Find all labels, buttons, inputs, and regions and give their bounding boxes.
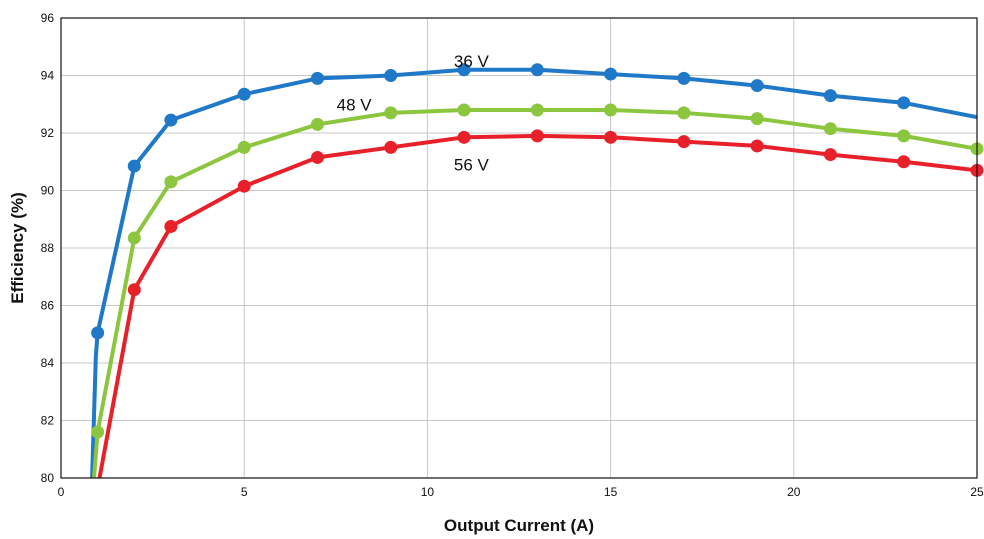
- data-point-48v: [530, 103, 544, 117]
- y-tick-label: 80: [41, 471, 55, 485]
- data-point-48v: [237, 140, 251, 154]
- y-tick-label: 86: [41, 299, 55, 313]
- series-label: 56 V: [454, 156, 490, 175]
- data-point-36v: [237, 87, 251, 101]
- data-point-36v: [310, 71, 324, 85]
- x-tick-label: 15: [604, 485, 618, 499]
- y-tick-label: 96: [41, 11, 55, 25]
- x-tick-label: 25: [970, 485, 984, 499]
- series-labels: 36 V 48 V 56 V: [337, 52, 490, 175]
- y-tick-label: 94: [41, 69, 55, 83]
- y-axis-title: Efficiency (%): [8, 192, 27, 303]
- data-point-48v: [604, 103, 618, 117]
- x-tick-label: 0: [58, 485, 65, 499]
- series-line-56v: [97, 133, 977, 478]
- data-point-56v: [897, 155, 911, 169]
- grid-lines: [60, 17, 978, 479]
- y-tick-label: 82: [41, 414, 55, 428]
- data-point-36v: [823, 89, 837, 103]
- data-point-56v: [750, 139, 764, 153]
- data-point-48v: [384, 106, 398, 120]
- x-tick-label: 20: [787, 485, 801, 499]
- series-line-48v: [92, 108, 977, 478]
- series-48v: [91, 103, 984, 478]
- data-point-56v: [823, 148, 837, 162]
- data-point-48v: [457, 103, 471, 117]
- data-point-48v: [91, 425, 105, 439]
- data-point-48v: [164, 175, 178, 189]
- x-axis-title: Output Current (A): [444, 516, 594, 535]
- plot-frame: [60, 17, 978, 479]
- data-point-56v: [677, 135, 691, 149]
- data-point-48v: [750, 112, 764, 126]
- data-point-48v: [310, 117, 324, 131]
- data-point-36v: [127, 159, 141, 173]
- data-point-48v: [127, 231, 141, 245]
- data-point-36v: [897, 96, 911, 110]
- data-point-56v: [604, 130, 618, 144]
- data-point-56v: [457, 130, 471, 144]
- tick-labels: 80 82 84 86 88 90 92 94 96 0 5 10 15 20 25: [41, 11, 984, 499]
- series-label: 48 V: [337, 95, 373, 114]
- data-point-36v: [91, 326, 105, 340]
- data-point-48v: [823, 122, 837, 136]
- series-layer: [90, 63, 984, 478]
- series-36v: [90, 63, 977, 478]
- data-point-36v: [677, 71, 691, 85]
- data-point-56v: [164, 219, 178, 233]
- data-point-56v: [310, 150, 324, 164]
- data-point-36v: [164, 113, 178, 127]
- data-point-56v: [237, 179, 251, 193]
- data-point-56v: [384, 140, 398, 154]
- series-label: 36 V: [454, 52, 490, 71]
- y-tick-label: 90: [41, 184, 55, 198]
- data-point-48v: [677, 106, 691, 120]
- data-point-56v: [127, 283, 141, 297]
- data-point-36v: [750, 79, 764, 93]
- x-tick-label: 10: [421, 485, 435, 499]
- data-point-36v: [604, 67, 618, 81]
- data-point-56v: [530, 129, 544, 143]
- x-tick-label: 5: [241, 485, 248, 499]
- y-tick-label: 92: [41, 126, 55, 140]
- data-point-36v: [457, 63, 471, 77]
- data-point-48v: [897, 129, 911, 143]
- data-point-36v: [384, 69, 398, 82]
- series-56v: [97, 129, 984, 478]
- data-point-36v: [530, 63, 544, 77]
- y-tick-label: 88: [41, 241, 55, 255]
- y-tick-label: 84: [41, 356, 55, 370]
- series-line-36v: [90, 67, 977, 478]
